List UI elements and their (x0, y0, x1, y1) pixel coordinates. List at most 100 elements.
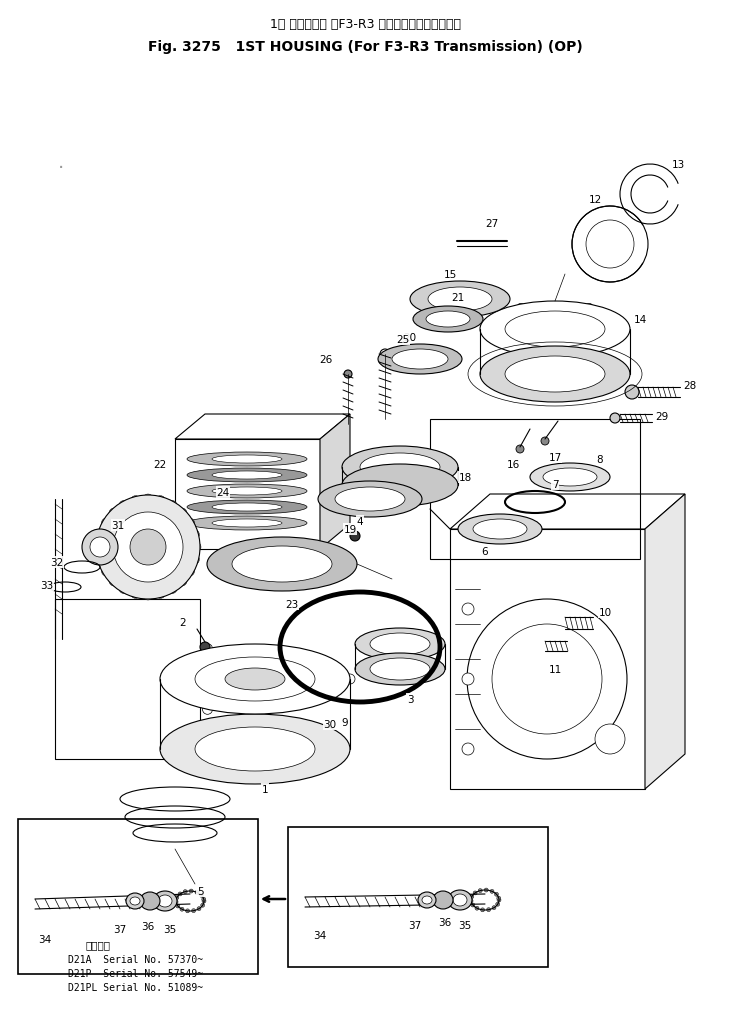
Circle shape (478, 889, 482, 893)
Circle shape (109, 508, 119, 519)
Ellipse shape (505, 357, 605, 392)
Text: 34: 34 (38, 934, 52, 944)
Circle shape (585, 304, 593, 312)
Ellipse shape (370, 634, 430, 655)
Circle shape (131, 496, 140, 506)
Ellipse shape (195, 728, 315, 771)
Circle shape (176, 676, 184, 684)
Text: 3: 3 (406, 694, 413, 704)
Text: 33: 33 (40, 581, 53, 590)
Text: 22: 22 (154, 460, 167, 470)
Text: 18: 18 (458, 473, 471, 483)
Ellipse shape (212, 472, 282, 480)
Circle shape (96, 530, 107, 540)
Ellipse shape (153, 892, 177, 911)
Text: 4: 4 (357, 517, 363, 527)
Text: Fig. 3275   1ST HOUSING (For F3-R3 Transmission) (OP): Fig. 3275 1ST HOUSING (For F3-R3 Transmi… (148, 40, 583, 54)
Text: 7: 7 (552, 480, 558, 489)
Text: 14: 14 (633, 315, 647, 325)
Ellipse shape (212, 455, 282, 464)
Text: 35: 35 (163, 924, 177, 934)
Circle shape (345, 675, 355, 685)
Ellipse shape (370, 658, 430, 681)
Ellipse shape (90, 537, 110, 557)
Circle shape (175, 896, 179, 900)
Text: 20: 20 (404, 332, 417, 342)
Text: 19: 19 (344, 525, 357, 535)
Ellipse shape (462, 743, 474, 755)
Ellipse shape (342, 446, 458, 488)
Circle shape (473, 891, 477, 895)
Circle shape (496, 903, 500, 906)
Circle shape (195, 891, 199, 895)
Text: 5: 5 (197, 887, 203, 896)
Circle shape (610, 414, 620, 424)
Circle shape (480, 908, 485, 912)
Text: 1速 ハウジング （F3-R3 トランスミッション用）: 1速 ハウジング （F3-R3 トランスミッション用） (270, 18, 461, 31)
Circle shape (202, 704, 213, 714)
Circle shape (555, 618, 567, 630)
Ellipse shape (480, 346, 630, 403)
Circle shape (95, 542, 105, 552)
Text: .: . (58, 153, 64, 172)
Ellipse shape (113, 513, 183, 583)
Ellipse shape (160, 714, 350, 785)
Circle shape (184, 519, 194, 529)
Circle shape (197, 907, 201, 911)
Circle shape (189, 530, 200, 540)
Circle shape (541, 437, 549, 445)
Ellipse shape (448, 891, 472, 910)
Circle shape (202, 899, 206, 903)
Text: 6: 6 (482, 546, 488, 556)
Ellipse shape (433, 892, 453, 909)
Ellipse shape (187, 500, 307, 515)
Circle shape (497, 897, 501, 901)
Ellipse shape (126, 893, 144, 909)
Bar (18, 819, 258, 974)
Ellipse shape (130, 897, 140, 905)
Text: 35: 35 (458, 920, 471, 930)
Circle shape (304, 655, 312, 663)
Circle shape (198, 655, 206, 663)
Circle shape (484, 889, 488, 893)
Circle shape (350, 532, 360, 541)
Circle shape (517, 347, 525, 356)
Text: 8: 8 (596, 454, 603, 465)
Circle shape (119, 584, 129, 594)
Ellipse shape (232, 546, 332, 583)
Ellipse shape (187, 469, 307, 483)
Circle shape (490, 890, 494, 894)
Ellipse shape (207, 537, 357, 591)
Circle shape (189, 890, 193, 894)
Circle shape (251, 703, 259, 711)
Circle shape (585, 347, 593, 356)
Circle shape (497, 898, 501, 902)
Circle shape (492, 906, 496, 910)
Text: 37: 37 (409, 920, 422, 930)
Ellipse shape (595, 725, 625, 754)
Text: D21A  Serial No. 57370~: D21A Serial No. 57370~ (68, 954, 203, 964)
Ellipse shape (212, 503, 282, 512)
Circle shape (487, 908, 491, 912)
Text: 28: 28 (683, 381, 697, 390)
Ellipse shape (130, 530, 166, 566)
Ellipse shape (530, 464, 610, 491)
Ellipse shape (82, 530, 118, 566)
Circle shape (198, 695, 206, 703)
Text: 36: 36 (141, 921, 155, 931)
Bar (288, 827, 548, 967)
Circle shape (102, 519, 111, 529)
Ellipse shape (413, 307, 483, 332)
Circle shape (143, 590, 153, 600)
Ellipse shape (195, 657, 315, 701)
Ellipse shape (160, 644, 350, 714)
Text: 10: 10 (599, 607, 612, 618)
Circle shape (167, 584, 177, 594)
Circle shape (96, 555, 107, 565)
Bar (175, 439, 320, 549)
Bar (450, 530, 645, 790)
Circle shape (201, 903, 205, 907)
Ellipse shape (355, 629, 445, 660)
Circle shape (469, 899, 473, 903)
Text: 9: 9 (341, 717, 348, 728)
